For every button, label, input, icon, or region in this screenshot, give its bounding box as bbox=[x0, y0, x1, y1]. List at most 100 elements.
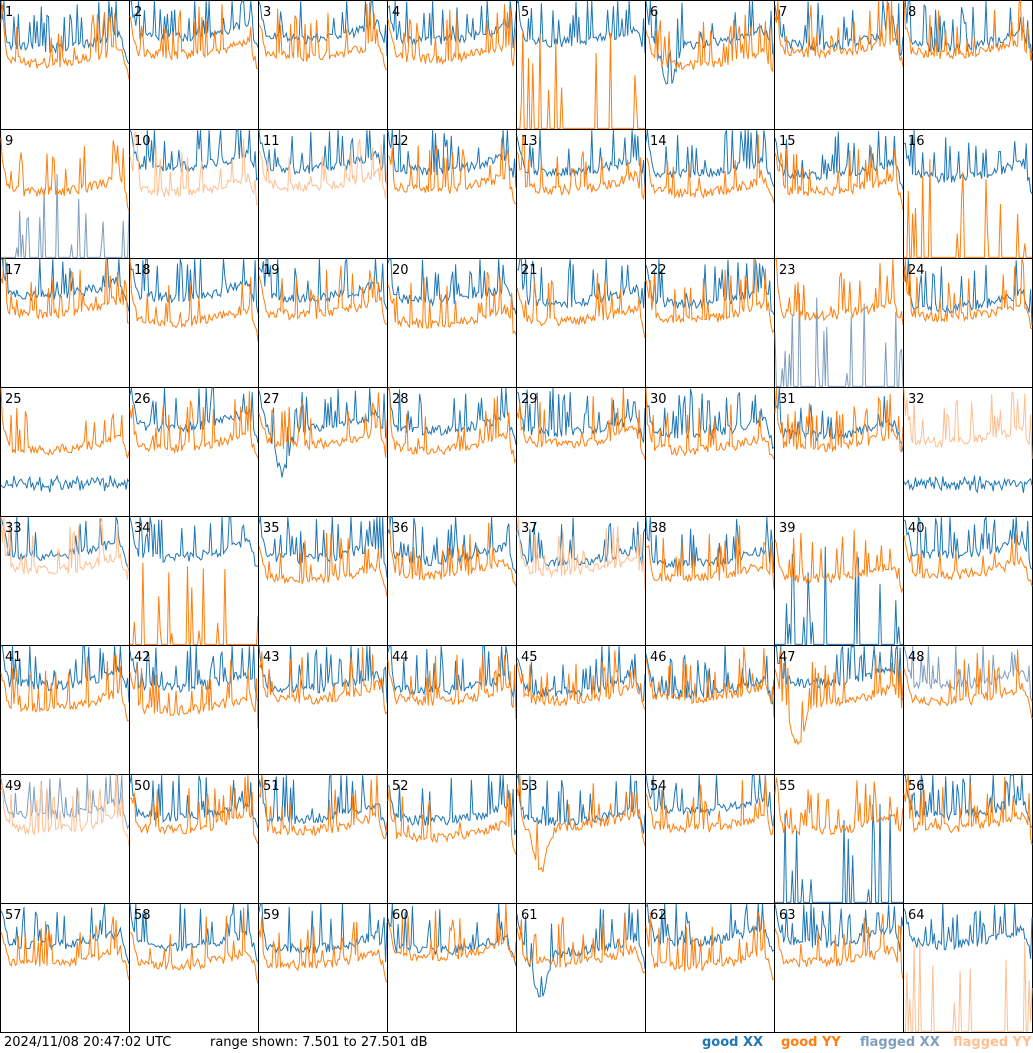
panel-label: 36 bbox=[392, 521, 409, 536]
trace-yy bbox=[0, 4, 130, 80]
trace-yy bbox=[258, 915, 388, 983]
panel-51: 51 bbox=[258, 773, 388, 904]
panel-label: 33 bbox=[5, 521, 22, 536]
trace-yy bbox=[387, 4, 517, 67]
panel-label: 53 bbox=[521, 779, 538, 794]
trace-yy bbox=[258, 265, 388, 325]
panel-frame bbox=[645, 129, 775, 259]
panel-28: 28 bbox=[387, 386, 517, 517]
trace-xx bbox=[129, 645, 259, 701]
panel-label: 55 bbox=[779, 779, 796, 794]
panel-34: 34 bbox=[129, 516, 259, 646]
trace-yy bbox=[645, 134, 775, 204]
panel-label: 38 bbox=[650, 521, 667, 536]
panel-label: 60 bbox=[392, 908, 409, 923]
trace-xx bbox=[387, 129, 517, 188]
trace-yy bbox=[516, 914, 646, 974]
trace-yy bbox=[387, 138, 517, 205]
panel-label: 8 bbox=[908, 5, 916, 20]
panel-label: 25 bbox=[5, 392, 22, 407]
trace-xx bbox=[1, 258, 130, 312]
panel-45: 45 bbox=[516, 645, 646, 775]
panel-57: 57 bbox=[0, 903, 130, 1033]
panel-frame bbox=[129, 387, 259, 517]
panel-41: 41 bbox=[0, 645, 130, 775]
panel-frame bbox=[258, 903, 388, 1033]
legend-good-yy: good YY bbox=[781, 1035, 841, 1050]
panel-label: 47 bbox=[779, 650, 796, 665]
panel-2: 2 bbox=[129, 0, 259, 130]
trace-yy bbox=[645, 258, 775, 334]
panel-label: 15 bbox=[779, 134, 796, 149]
trace-yy bbox=[645, 774, 775, 836]
trace-yy bbox=[0, 138, 130, 211]
panel-label: 3 bbox=[263, 5, 271, 20]
trace-xx bbox=[129, 258, 259, 314]
panel-frame bbox=[645, 645, 775, 775]
panel-7: 7 bbox=[774, 0, 904, 130]
trace-xx bbox=[903, 645, 1033, 702]
panel-42: 42 bbox=[129, 645, 259, 775]
panel-label: 48 bbox=[908, 650, 925, 665]
panel-52: 52 bbox=[387, 774, 517, 904]
trace-yy bbox=[645, 14, 775, 74]
trace-xx bbox=[516, 387, 646, 443]
trace-yy bbox=[129, 258, 259, 342]
trace-yy bbox=[258, 139, 388, 200]
panel-label: 22 bbox=[650, 263, 667, 278]
trace-yy bbox=[130, 774, 259, 845]
trace-yy bbox=[903, 534, 1033, 587]
trace-yy bbox=[258, 392, 388, 458]
panel-frame bbox=[387, 645, 517, 775]
trace-yy bbox=[0, 775, 130, 846]
trace-xx bbox=[258, 903, 388, 963]
panel-label: 21 bbox=[521, 263, 538, 278]
panel-40: 40 bbox=[903, 516, 1033, 646]
trace-xx bbox=[516, 258, 646, 309]
panel-label: 32 bbox=[908, 392, 925, 407]
trace-yy bbox=[645, 912, 775, 981]
panel-11: 11 bbox=[258, 129, 388, 259]
trace-yy bbox=[129, 907, 259, 984]
panel-label: 64 bbox=[908, 908, 925, 923]
trace-xx bbox=[387, 0, 517, 49]
trace-xx bbox=[0, 0, 130, 65]
trace-xx bbox=[0, 516, 130, 571]
trace-xx bbox=[516, 0, 646, 54]
panel-12: 12 bbox=[387, 129, 517, 259]
trace-xx bbox=[774, 903, 904, 952]
panel-label: 39 bbox=[779, 521, 796, 536]
panel-8: 8 bbox=[903, 0, 1033, 130]
panel-20: 20 bbox=[387, 258, 517, 388]
panel-31: 31 bbox=[774, 387, 904, 517]
trace-xx bbox=[903, 475, 1033, 494]
trace-yy bbox=[258, 774, 388, 840]
panel-label: 6 bbox=[650, 5, 658, 20]
panel-frame bbox=[129, 774, 259, 904]
panel-1: 1 bbox=[0, 0, 130, 130]
footer: 2024/11/08 20:47:02 UTC range shown: 7.5… bbox=[0, 1033, 1033, 1053]
panel-60: 60 bbox=[387, 903, 517, 1033]
panel-19: 19 bbox=[258, 257, 388, 388]
trace-yy bbox=[774, 777, 904, 836]
panel-label: 26 bbox=[134, 392, 151, 407]
trace-yy bbox=[387, 903, 517, 962]
panel-15: 15 bbox=[774, 129, 904, 259]
panel-label: 59 bbox=[263, 908, 280, 923]
panel-label: 50 bbox=[134, 779, 151, 794]
trace-yy bbox=[129, 390, 259, 459]
panel-label: 12 bbox=[392, 134, 409, 149]
trace-yy bbox=[904, 940, 1033, 1032]
panel-label: 62 bbox=[650, 908, 667, 923]
panel-frame bbox=[903, 903, 1033, 1033]
trace-xx bbox=[903, 774, 1033, 828]
trace-xx bbox=[387, 516, 517, 574]
trace-xx bbox=[775, 546, 903, 645]
panel-label: 57 bbox=[5, 908, 22, 923]
panel-frame bbox=[774, 516, 904, 646]
trace-yy bbox=[258, 646, 388, 715]
panel-frame bbox=[903, 387, 1033, 517]
trace-yy bbox=[516, 650, 646, 710]
trace-yy bbox=[129, 659, 259, 730]
